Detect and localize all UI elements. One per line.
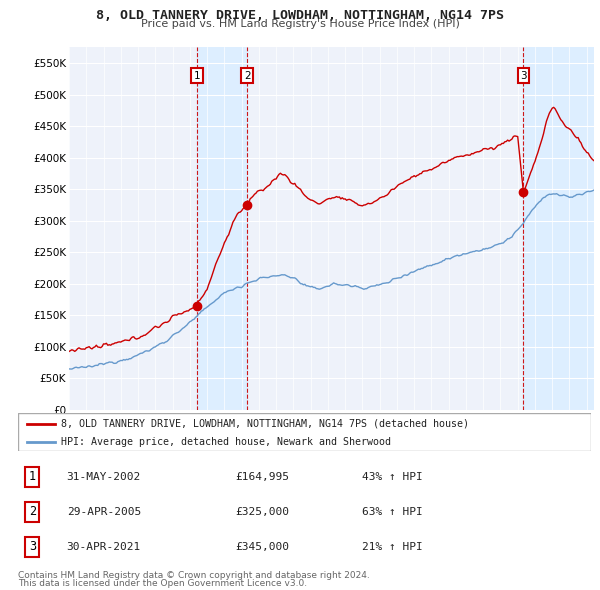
Text: 3: 3	[520, 71, 527, 81]
Bar	[523, 47, 594, 410]
Text: £345,000: £345,000	[236, 542, 290, 552]
Text: 43% ↑ HPI: 43% ↑ HPI	[362, 472, 422, 482]
Text: Price paid vs. HM Land Registry's House Price Index (HPI): Price paid vs. HM Land Registry's House …	[140, 19, 460, 30]
Text: 2: 2	[244, 71, 251, 81]
Text: HPI: Average price, detached house, Newark and Sherwood: HPI: Average price, detached house, Newa…	[61, 437, 391, 447]
Text: 21% ↑ HPI: 21% ↑ HPI	[362, 542, 422, 552]
Text: £164,995: £164,995	[236, 472, 290, 482]
Text: 63% ↑ HPI: 63% ↑ HPI	[362, 507, 422, 517]
Text: 1: 1	[194, 71, 200, 81]
Text: 31-MAY-2002: 31-MAY-2002	[67, 472, 141, 482]
Text: 1: 1	[29, 470, 36, 483]
Text: £325,000: £325,000	[236, 507, 290, 517]
Text: This data is licensed under the Open Government Licence v3.0.: This data is licensed under the Open Gov…	[18, 579, 307, 588]
Text: 2: 2	[29, 505, 36, 519]
Text: 30-APR-2021: 30-APR-2021	[67, 542, 141, 552]
Text: 29-APR-2005: 29-APR-2005	[67, 507, 141, 517]
Text: Contains HM Land Registry data © Crown copyright and database right 2024.: Contains HM Land Registry data © Crown c…	[18, 571, 370, 580]
Text: 8, OLD TANNERY DRIVE, LOWDHAM, NOTTINGHAM, NG14 7PS (detached house): 8, OLD TANNERY DRIVE, LOWDHAM, NOTTINGHA…	[61, 419, 469, 429]
Text: 3: 3	[29, 540, 36, 553]
FancyBboxPatch shape	[18, 413, 591, 451]
Bar	[197, 47, 247, 410]
Text: 8, OLD TANNERY DRIVE, LOWDHAM, NOTTINGHAM, NG14 7PS: 8, OLD TANNERY DRIVE, LOWDHAM, NOTTINGHA…	[96, 9, 504, 22]
